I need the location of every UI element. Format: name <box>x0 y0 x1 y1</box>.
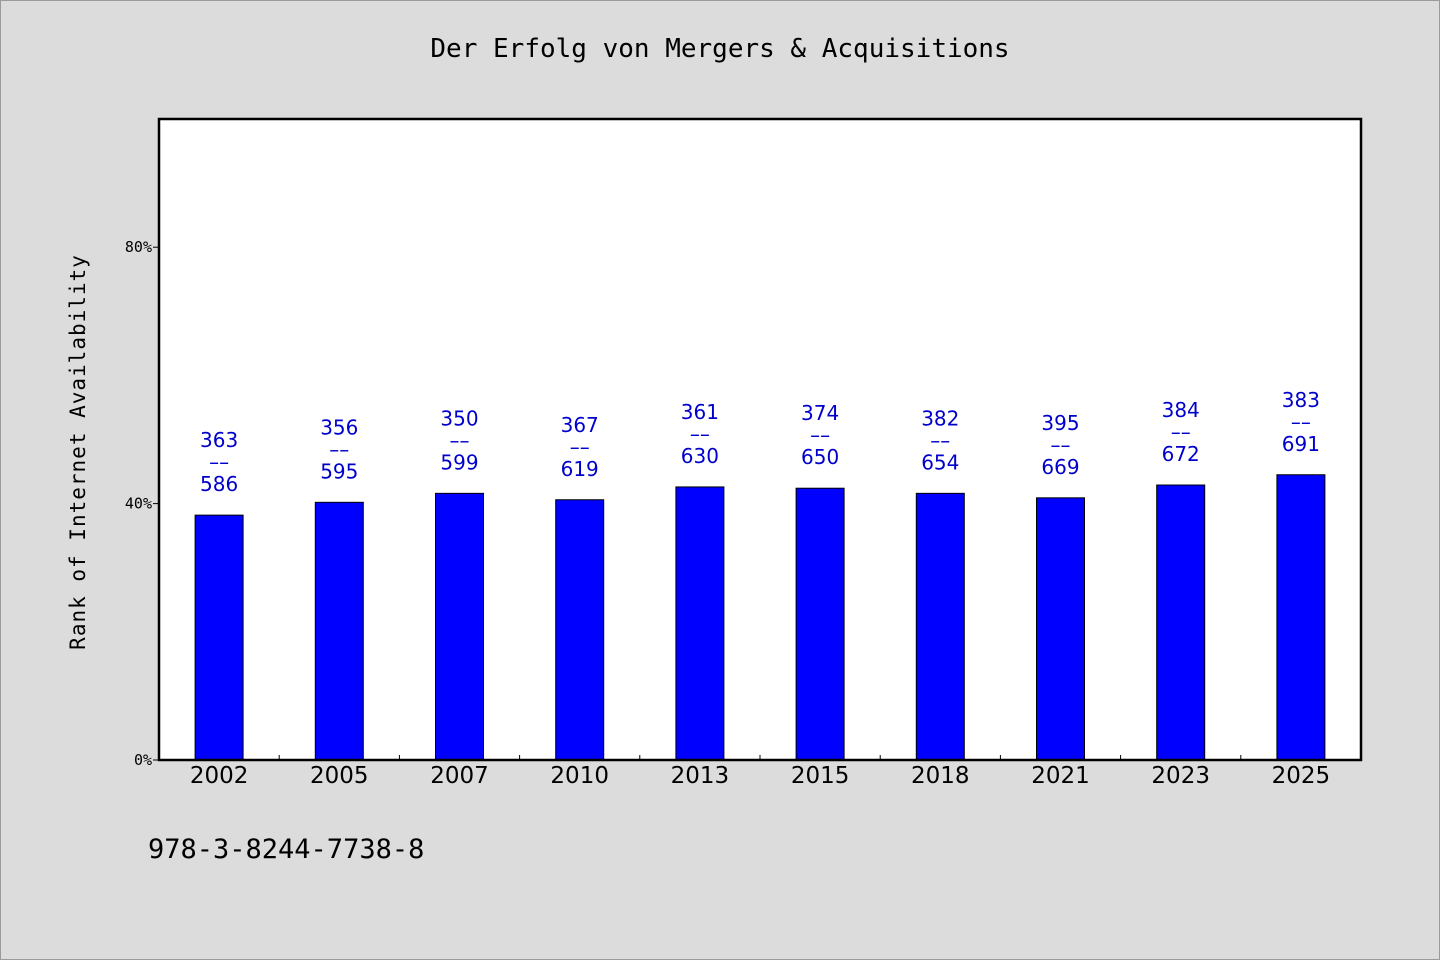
x-tick-label: 2015 <box>791 763 850 789</box>
data-label: 669 <box>1041 455 1079 479</box>
data-label: –– <box>930 428 950 452</box>
isbn-label: 978-3-8244-7738-8 <box>148 834 425 865</box>
x-tick-label: 2021 <box>1031 763 1090 789</box>
data-label: –– <box>570 435 590 459</box>
data-label: 382 <box>921 406 959 430</box>
y-tick-label: 80% <box>125 238 152 256</box>
data-label: 672 <box>1162 442 1200 466</box>
bar[interactable] <box>675 486 725 761</box>
data-label: –– <box>450 428 470 452</box>
data-label: –– <box>690 422 710 446</box>
data-label: –– <box>1171 420 1191 444</box>
y-tick-label: 40% <box>125 495 152 513</box>
x-tick-label: 2018 <box>911 763 970 789</box>
data-label: 363 <box>200 428 238 452</box>
x-tick-label: 2002 <box>190 763 249 789</box>
data-label: 395 <box>1041 411 1079 435</box>
data-label: 650 <box>801 445 839 469</box>
data-label: –– <box>209 450 229 474</box>
bar[interactable] <box>194 514 244 761</box>
x-tick-label: 2010 <box>550 763 609 789</box>
data-label: 361 <box>681 400 719 424</box>
x-tick-label: 2013 <box>671 763 730 789</box>
data-label: –– <box>810 423 830 447</box>
y-tick-label: 0% <box>134 751 152 769</box>
data-label: 654 <box>921 450 959 474</box>
data-label: 356 <box>320 415 358 439</box>
x-tick-label: 2023 <box>1151 763 1210 789</box>
bar[interactable] <box>915 492 965 761</box>
x-tick-label: 2025 <box>1272 763 1331 789</box>
data-label: 350 <box>440 406 478 430</box>
x-tick-label: 2007 <box>430 763 489 789</box>
bar[interactable] <box>314 501 364 761</box>
bar[interactable] <box>795 487 845 761</box>
x-tick-label: 2005 <box>310 763 369 789</box>
data-label: 599 <box>440 450 478 474</box>
data-label: –– <box>1291 410 1311 434</box>
bar[interactable] <box>1036 497 1085 761</box>
data-label: 374 <box>801 401 839 425</box>
bar[interactable] <box>1276 474 1326 761</box>
bar[interactable] <box>555 499 605 761</box>
chart-title: Der Erfolg von Mergers & Acquisitions <box>430 34 1010 64</box>
data-label: 383 <box>1282 388 1320 412</box>
data-label: 384 <box>1162 398 1200 422</box>
data-label: –– <box>1051 433 1071 457</box>
data-label: 691 <box>1282 432 1320 456</box>
data-label: 586 <box>200 472 238 496</box>
data-label: 595 <box>320 459 358 483</box>
bar[interactable] <box>435 492 484 761</box>
bar[interactable] <box>1156 484 1206 761</box>
data-label: 367 <box>561 413 599 437</box>
data-label: 630 <box>681 444 719 468</box>
plot-frame <box>157 117 1363 762</box>
data-label: –– <box>329 437 349 461</box>
data-label: 619 <box>561 457 599 481</box>
